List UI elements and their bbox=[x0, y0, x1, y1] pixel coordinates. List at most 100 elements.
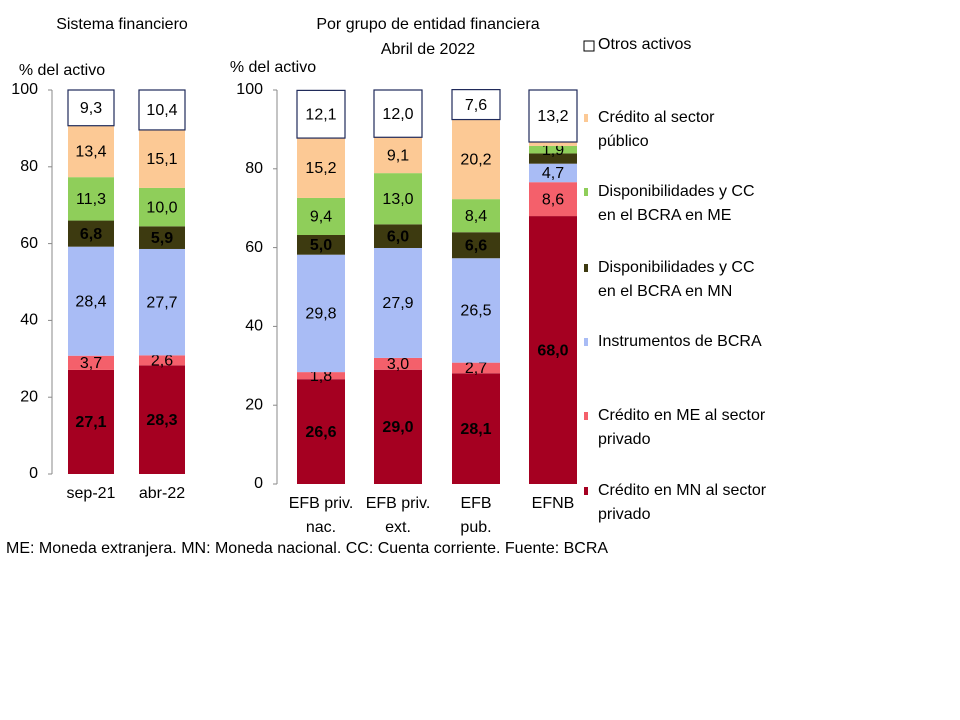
data-label: 4,7 bbox=[542, 165, 564, 182]
bar-segment bbox=[374, 247, 422, 358]
data-label: 68,0 bbox=[537, 342, 568, 359]
chart-title: Sistema financiero bbox=[56, 16, 188, 33]
y-tick-label: 100 bbox=[236, 81, 263, 98]
legend-marker bbox=[584, 264, 588, 272]
legend-label: Crédito en ME al sector privado bbox=[598, 407, 766, 448]
bar-segment bbox=[529, 142, 577, 146]
data-label: 2,7 bbox=[465, 360, 487, 377]
x-tick-label: abr-22 bbox=[138, 485, 186, 502]
data-label: 9,3 bbox=[80, 100, 102, 117]
bar-segment bbox=[529, 182, 577, 217]
bar-segment bbox=[452, 232, 500, 259]
data-label: 3,0 bbox=[387, 356, 409, 373]
footnote: ME: Moneda extranjera. MN: Moneda nacion… bbox=[6, 540, 609, 557]
bar-segment bbox=[374, 357, 422, 370]
bar-segment bbox=[529, 153, 577, 164]
bar-segment bbox=[139, 129, 185, 188]
bar-segment bbox=[68, 177, 114, 221]
bar-segment bbox=[139, 248, 185, 356]
bar-segment bbox=[68, 369, 114, 474]
data-label: 5,0 bbox=[310, 237, 332, 254]
legend-label: Disponibilidades y CC en el BCRA en MN bbox=[598, 259, 755, 300]
bar-segment bbox=[373, 89, 423, 138]
bar-segment bbox=[68, 355, 114, 370]
chart-title: Por grupo de entidad financiera bbox=[316, 16, 539, 33]
data-label: 28,3 bbox=[146, 412, 177, 429]
bar-segment bbox=[138, 89, 186, 131]
x-tick-label: EFNB bbox=[531, 495, 575, 512]
legend-label: Crédito en MN al sector privado bbox=[598, 482, 767, 523]
data-label: 27,9 bbox=[382, 295, 413, 312]
y-tick-label: 80 bbox=[20, 158, 38, 175]
bar-segment bbox=[139, 355, 185, 366]
legend-marker bbox=[584, 487, 588, 495]
bar-segment bbox=[68, 246, 114, 356]
bar-segment bbox=[452, 119, 500, 200]
data-label: 29,8 bbox=[305, 306, 336, 323]
bar-segment bbox=[528, 89, 578, 143]
bar-segment bbox=[452, 199, 500, 233]
bar-segment bbox=[297, 138, 345, 198]
data-label: 6,6 bbox=[465, 237, 487, 254]
y-tick-label: 80 bbox=[245, 160, 263, 177]
bar-segment bbox=[297, 234, 345, 255]
data-label: 7,6 bbox=[465, 97, 487, 114]
x-tick-label: sep-21 bbox=[66, 485, 116, 502]
x-tick-label: EFB priv. nac. bbox=[288, 495, 354, 536]
data-label: 3,7 bbox=[80, 355, 102, 372]
y-tick-label: 0 bbox=[29, 465, 38, 482]
data-label: 29,0 bbox=[382, 419, 413, 436]
y-tick-label: 100 bbox=[11, 81, 38, 98]
legend-marker bbox=[584, 412, 588, 420]
legend-label: Crédito al sector público bbox=[598, 109, 715, 150]
x-tick-label: EFB pub. bbox=[460, 495, 492, 536]
y-tick-label: 40 bbox=[20, 312, 38, 329]
chart-subtitle: Abril de 2022 bbox=[381, 41, 475, 58]
bar-segment bbox=[529, 163, 577, 183]
data-label: 13,2 bbox=[537, 108, 568, 125]
data-label: 20,2 bbox=[460, 152, 491, 169]
bar-segment bbox=[68, 125, 114, 178]
data-label: 11,3 bbox=[76, 191, 106, 208]
bar-segment bbox=[297, 197, 345, 235]
data-label: 8,6 bbox=[542, 191, 564, 208]
bar-segment bbox=[374, 369, 422, 484]
legend-marker bbox=[584, 114, 588, 122]
bar-segment bbox=[67, 89, 115, 127]
y-tick-label: 40 bbox=[245, 318, 263, 335]
bar-segment bbox=[374, 173, 422, 225]
y-axis-label: % del activo bbox=[19, 62, 105, 79]
bar-segment bbox=[452, 362, 500, 374]
data-label: 6,8 bbox=[80, 226, 102, 243]
data-label: 15,1 bbox=[146, 151, 177, 168]
data-label: 6,0 bbox=[387, 228, 409, 245]
legend-marker bbox=[583, 40, 595, 52]
data-label: 12,1 bbox=[305, 106, 336, 123]
y-tick-label: 60 bbox=[20, 235, 38, 252]
legend-marker bbox=[584, 338, 588, 346]
y-tick-label: 60 bbox=[245, 239, 263, 256]
bar-segment bbox=[452, 258, 500, 363]
y-axis-label: % del activo bbox=[230, 59, 316, 76]
data-label: 8,4 bbox=[465, 208, 487, 225]
data-label: 27,7 bbox=[146, 294, 177, 311]
bar-segment bbox=[297, 254, 345, 373]
data-label: 1,9 bbox=[542, 142, 564, 159]
legend-label: Otros activos bbox=[598, 36, 692, 53]
legend-marker bbox=[584, 188, 588, 196]
bar-segment bbox=[529, 216, 577, 484]
bar-segment bbox=[297, 379, 345, 484]
data-label: 9,1 bbox=[387, 147, 409, 164]
x-tick-label: EFB priv. ext. bbox=[365, 495, 431, 536]
data-label: 15,2 bbox=[305, 160, 336, 177]
data-label: 28,1 bbox=[460, 421, 491, 438]
bar-segment bbox=[374, 137, 422, 174]
data-label: 10,4 bbox=[146, 102, 177, 119]
data-label: 13,0 bbox=[382, 191, 413, 208]
bar-segment bbox=[296, 89, 346, 139]
y-tick-label: 0 bbox=[254, 475, 263, 492]
legend-label: Disponibilidades y CC en el BCRA en ME bbox=[598, 183, 755, 224]
bar-segment bbox=[451, 89, 501, 121]
